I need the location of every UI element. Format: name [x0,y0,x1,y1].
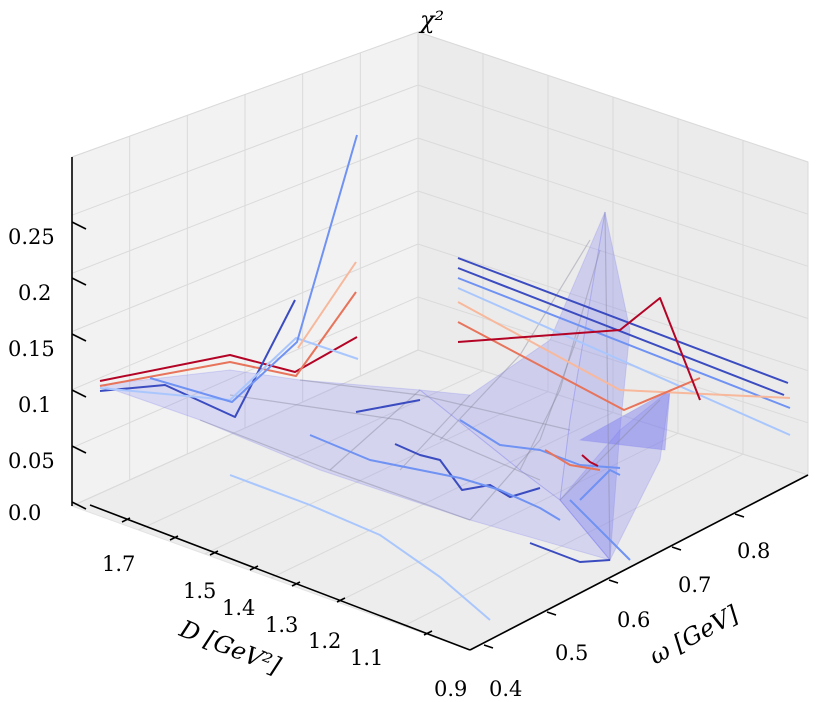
series-line [229,474,491,621]
z-axis-label: χ² [418,6,444,34]
x-tick [423,630,433,636]
z-tick-label: 0.1 [18,393,51,417]
surface-mesh-line [604,211,611,561]
series-line [457,297,701,401]
series-line [394,443,541,498]
x-tick [209,550,219,556]
series-line [569,499,631,561]
z-tick [71,501,87,510]
x-tick [121,517,131,523]
y-axis-line [469,474,809,651]
x-tick-label: 1.5 [183,579,216,603]
grid-lines [71,31,809,651]
surface-patch [99,369,612,561]
surface-patch [418,211,606,501]
x-tick [336,597,346,603]
grid-line [403,453,744,627]
series-line [457,277,791,409]
y-tick-label: 0.6 [617,608,650,632]
x-tick-label: 1.4 [222,596,255,620]
x-tick-label: 1.1 [350,646,383,670]
surface-mesh-line [199,419,471,521]
z-tick-label: 0.2 [18,281,51,305]
y-tick [483,644,494,649]
z-tick [71,389,87,398]
y-axis-label: ω [GeV] [645,600,744,670]
grid-line [138,370,484,531]
series-line [99,299,296,418]
x-tick [249,565,259,571]
surface-mesh [99,211,671,562]
series-line [99,337,359,401]
series-line [544,449,601,471]
z-tick-label: 0.25 [8,225,55,249]
x-tick-label: 1.3 [265,613,298,637]
x-axis-line [89,504,471,651]
contour-lines [99,134,791,621]
y-tick-label: 0.8 [737,539,770,563]
z-tick [71,221,87,230]
series-line [297,261,357,349]
y-tick-label: 0.4 [489,677,522,701]
x-tick [169,535,179,541]
series-line [457,321,701,411]
grid-line [337,432,679,603]
grid-line [204,391,549,555]
grid-line [270,412,614,579]
series-line [459,419,621,469]
series-line [579,469,621,501]
surface-mesh-line [519,249,601,471]
surface-mesh-line [299,379,571,431]
y-tick [608,579,619,584]
series-line [309,434,561,521]
surface-patch [578,389,671,451]
series-line [457,267,785,396]
y-tick [734,513,745,518]
surface-mesh-line [559,399,661,501]
series-line [457,287,791,436]
surface-mesh-line [399,394,471,471]
series-line [581,454,599,467]
axis-ticks [71,221,745,649]
surface-mesh-line [469,329,581,521]
y-tick [546,611,557,616]
z-tick-label: 0.0 [8,501,41,525]
series-line [355,399,421,413]
x-tick-label: 1.7 [102,552,135,576]
series-line [457,257,789,384]
z-tick [71,445,87,454]
y-tick-label: 0.7 [678,573,711,597]
y-tick-label: 0.5 [555,641,588,665]
x-tick [291,581,301,587]
series-line [457,301,791,399]
series-line [529,542,611,563]
x-tick-label: 1.2 [308,629,341,653]
z-tick-label: 0.05 [8,449,55,473]
z-tick [71,333,87,342]
z-tick-label: 0.15 [8,337,55,361]
x-tick-label: 0.9 [434,677,467,701]
series-line [149,134,358,403]
surface-mesh-line [229,394,541,481]
z-tick [71,277,87,286]
y-tick [671,546,682,551]
